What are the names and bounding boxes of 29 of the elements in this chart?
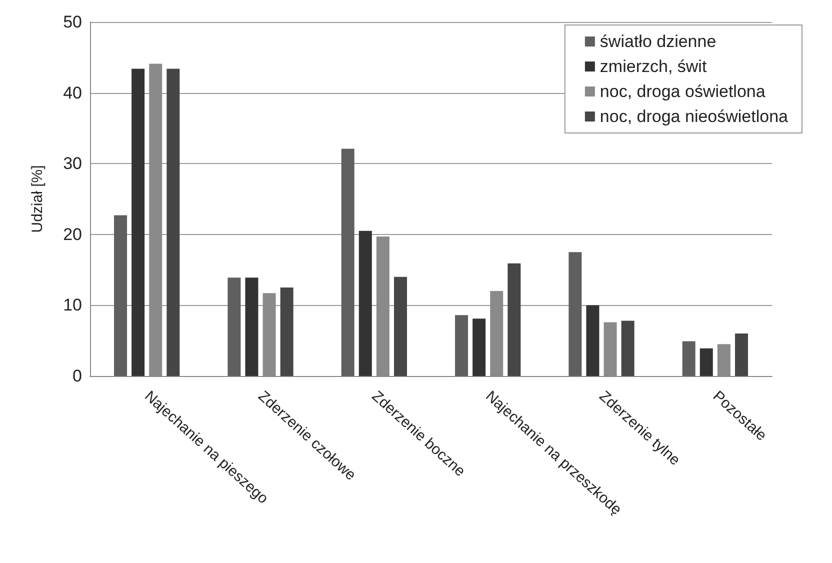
bar (734, 334, 748, 376)
legend-label: noc, droga nieoświetlona (600, 107, 789, 126)
y-tick-label: 20 (63, 224, 82, 244)
bar (228, 278, 241, 376)
bar (394, 276, 407, 376)
y-tick-label: 0 (72, 366, 82, 386)
bar (114, 215, 128, 376)
y-axis-title: Udział [%] (29, 165, 46, 233)
y-tick-label: 40 (63, 83, 82, 102)
bar (280, 288, 294, 376)
bar (166, 68, 180, 376)
bar (472, 318, 486, 376)
bar (132, 68, 145, 376)
bar (621, 320, 634, 376)
bar (700, 348, 713, 376)
bar (341, 148, 354, 376)
y-tick-label: 10 (63, 296, 82, 315)
bar (568, 252, 582, 376)
legend-label: światło dzienne (600, 32, 716, 51)
bar (455, 315, 468, 376)
bar (508, 263, 521, 376)
bar (358, 230, 372, 376)
bar (682, 341, 696, 376)
legend-label: noc, droga oświetlona (600, 82, 766, 101)
bar (245, 278, 258, 376)
bar (586, 305, 600, 376)
legend-label: zmierzch, świt (600, 57, 707, 76)
y-tick-label: 30 (63, 154, 82, 174)
y-tick-label: 50 (63, 12, 82, 32)
